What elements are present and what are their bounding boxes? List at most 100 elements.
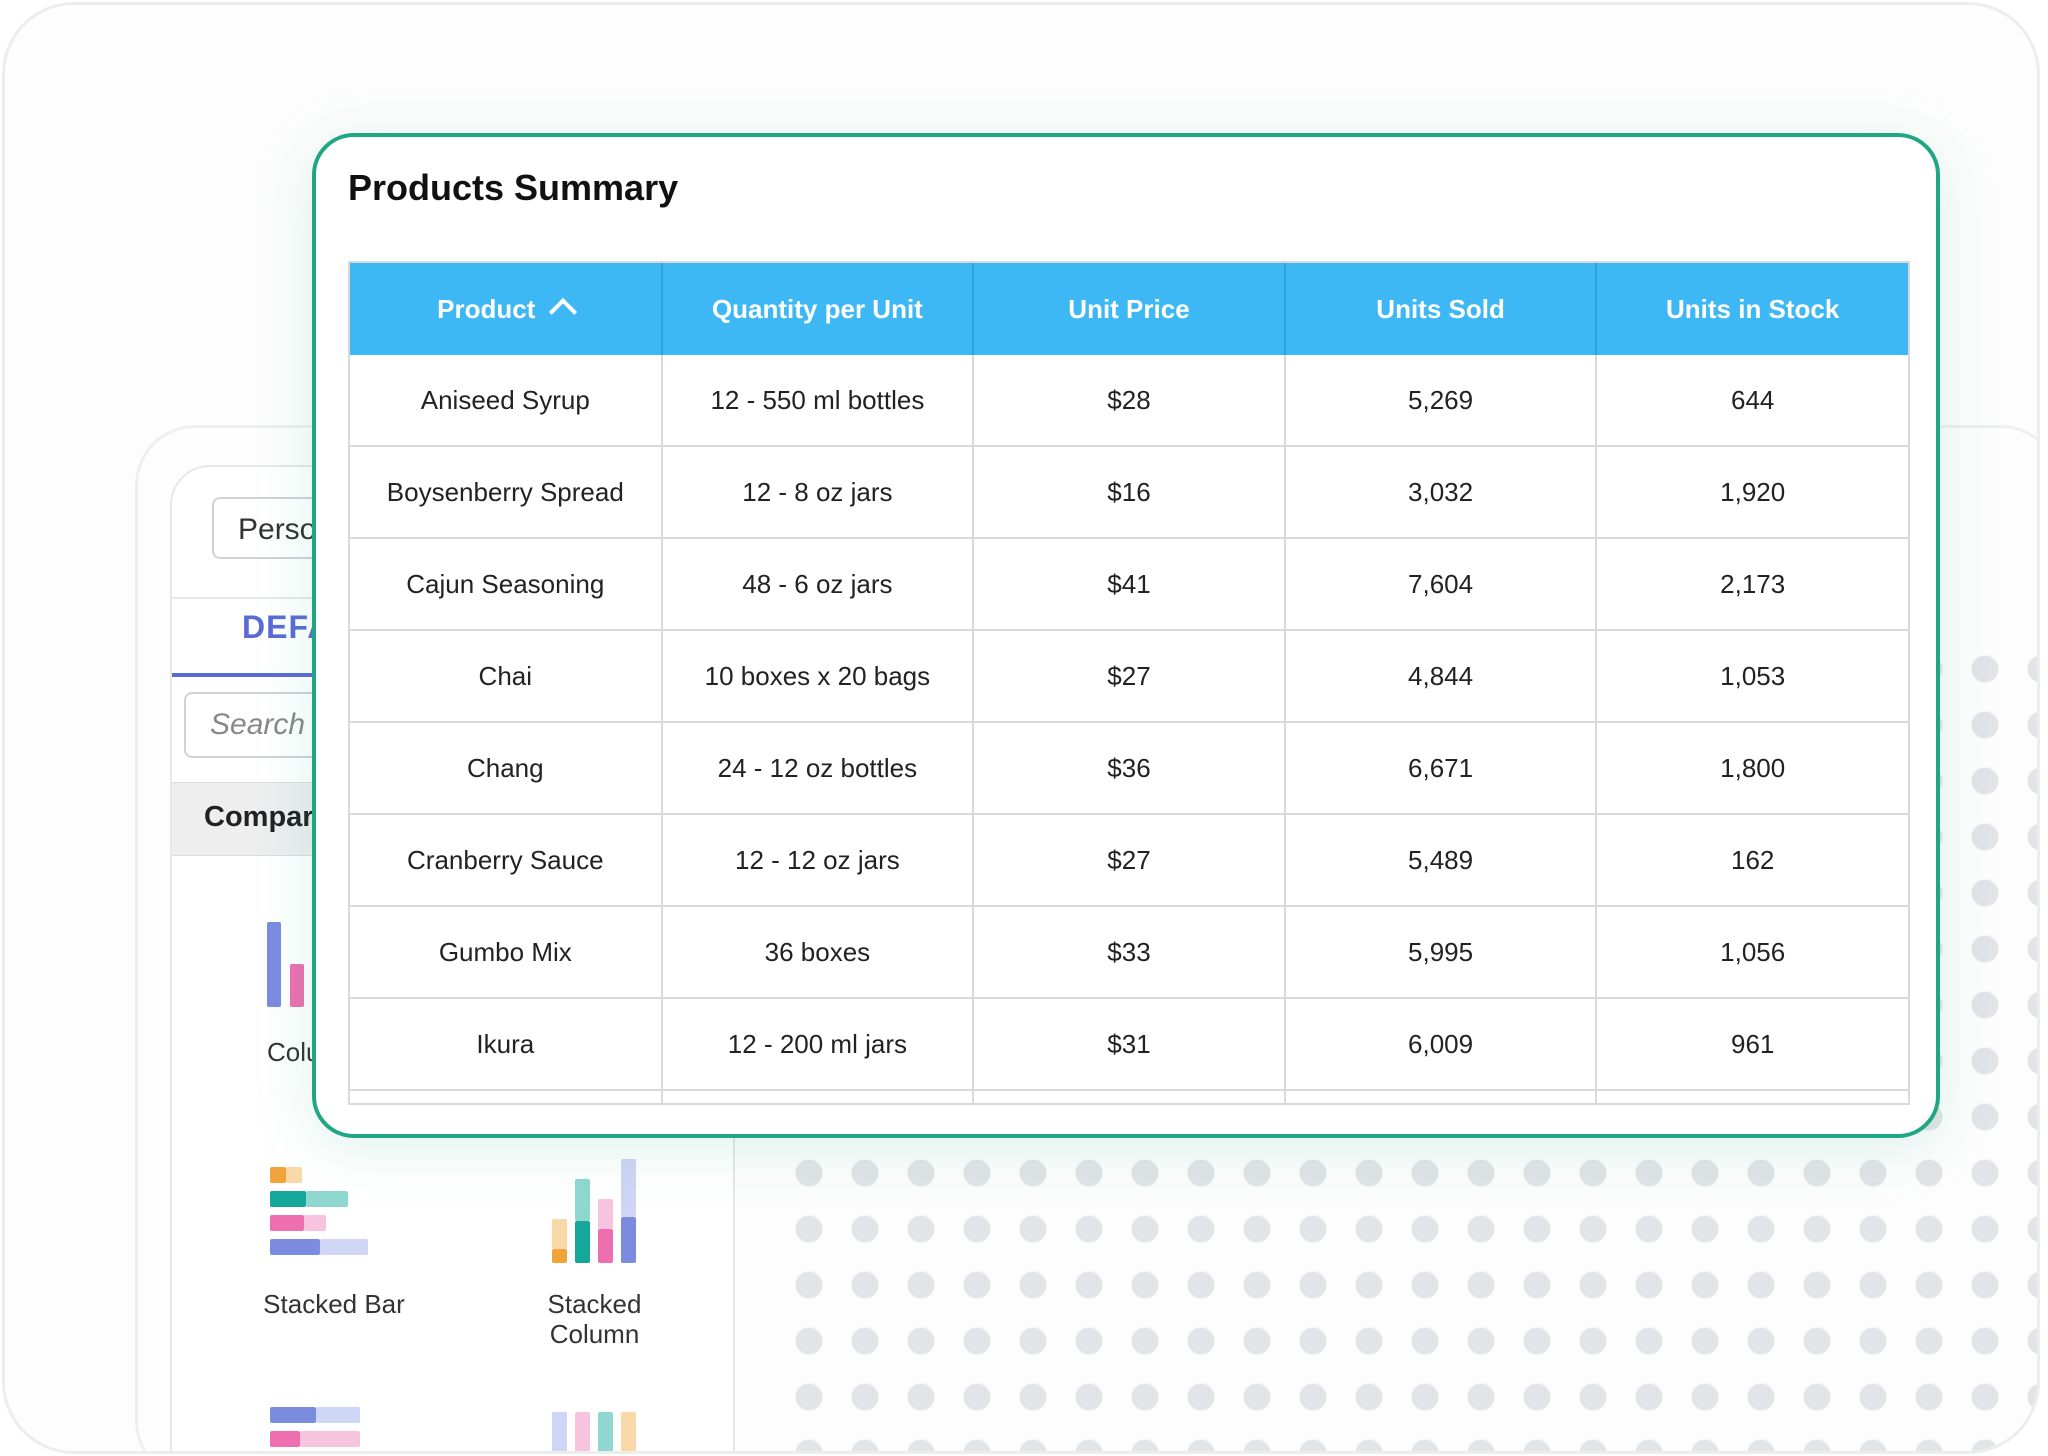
column-chart-icon-part — [621, 1412, 636, 1451]
table-row[interactable]: Chang 24 - 12 oz bottles $36 6,671 1,800 — [350, 722, 1908, 815]
table-cell — [973, 1090, 1286, 1103]
stacked-bar-icon-part — [270, 1215, 304, 1231]
column-header-product[interactable]: Product — [350, 263, 663, 355]
column-header-unit-price[interactable]: Unit Price — [973, 263, 1286, 355]
table-cell: $31 — [973, 998, 1286, 1091]
column-header-label: Unit Price — [1068, 293, 1190, 324]
table-row[interactable]: Gumbo Mix 36 boxes $33 5,995 1,056 — [350, 906, 1908, 999]
table-cell: 7,604 — [1284, 538, 1598, 631]
table-row[interactable]: Ikura 12 - 200 ml jars $31 6,009 961 — [350, 998, 1908, 1091]
column-header-label: Quantity per Unit — [711, 293, 923, 324]
table-cell — [350, 1090, 663, 1103]
table-cell: 10 boxes x 20 bags — [661, 630, 975, 723]
column-header-units-sold[interactable]: Units Sold — [1284, 263, 1598, 355]
column-header-quantity[interactable]: Quantity per Unit — [661, 263, 975, 355]
stacked-bar-icon — [270, 1167, 286, 1183]
table-cell: 2,173 — [1596, 538, 1908, 631]
table-cell: 6,671 — [1284, 722, 1598, 815]
table-cell: 644 — [1596, 355, 1908, 447]
table-cell: Chang — [350, 722, 663, 815]
table-cell: Ikura — [350, 998, 663, 1091]
table-cell: $36 — [973, 722, 1286, 815]
card-title: Products Summary — [348, 167, 679, 208]
chevron-up-icon — [549, 297, 578, 326]
table-cell: Aniseed Syrup — [350, 355, 663, 447]
stacked-column-icon — [552, 1219, 567, 1249]
stacked-column-icon-part — [598, 1199, 613, 1229]
bar-chart-icon-part — [270, 1431, 300, 1447]
table-cell: 12 - 200 ml jars — [661, 998, 975, 1091]
table-cell: 5,995 — [1284, 906, 1598, 999]
table-cell: 961 — [1596, 998, 1908, 1091]
table-row[interactable]: Cranberry Sauce 12 - 12 oz jars $27 5,489 16… — [350, 814, 1908, 907]
table-cell: Boysenberry Spread — [350, 446, 663, 539]
chart-option-label: Stacked Bar — [263, 1289, 405, 1319]
table-row[interactable]: Boysenberry Spread 12 - 8 oz jars $16 3,032… — [350, 446, 1908, 539]
table-cell: Chai — [350, 630, 663, 723]
table-row[interactable]: Aniseed Syrup 12 - 550 ml bottles $28 5,269… — [350, 355, 1908, 447]
stacked-bar-icon-part — [320, 1239, 368, 1255]
table-cell: 24 - 12 oz bottles — [661, 722, 975, 815]
column-header-units-in-stock[interactable]: Units in Stock — [1596, 263, 1908, 355]
table-cell: 1,053 — [1596, 630, 1908, 723]
stacked-column-icon-part — [621, 1159, 636, 1217]
stacked-bar-icon-part — [270, 1239, 320, 1255]
stacked-column-icon-part — [552, 1249, 567, 1263]
table-cell — [1596, 1090, 1908, 1103]
table-cell: 1,800 — [1596, 722, 1908, 815]
stacked-bar-icon-part — [270, 1191, 306, 1207]
table-cell: 12 - 12 oz jars — [661, 814, 975, 907]
table-header-row: Product Quantity per Unit Unit Price Uni… — [350, 263, 1908, 355]
table-cell: 3,032 — [1284, 446, 1598, 539]
stacked-column-icon-part — [598, 1229, 613, 1263]
section-title: Compari — [204, 801, 322, 833]
bar-chart-icon — [270, 1407, 316, 1423]
table-cell: Cajun Seasoning — [350, 538, 663, 631]
column-header-label: Units Sold — [1376, 293, 1505, 324]
table-cell: Cranberry Sauce — [350, 814, 663, 907]
table-cell: $28 — [973, 355, 1286, 447]
products-summary-card: Products Summary Product Quantity per Un… — [312, 133, 1940, 1138]
column-header-label: Units in Stock — [1666, 293, 1840, 324]
table-row[interactable]: Chai 10 boxes x 20 bags $27 4,844 1,053 — [350, 630, 1908, 723]
table-cell: 5,269 — [1284, 355, 1598, 447]
table-row-partial — [350, 1090, 1908, 1103]
table-cell: 162 — [1596, 814, 1908, 907]
products-table: Product Quantity per Unit Unit Price Uni… — [348, 261, 1910, 1105]
stacked-bar-icon-part — [286, 1167, 302, 1183]
table-cell — [661, 1090, 975, 1103]
table-cell: 48 - 6 oz jars — [661, 538, 975, 631]
table-cell: $27 — [973, 814, 1286, 907]
table-cell: 1,920 — [1596, 446, 1908, 539]
stacked-column-icon-part — [621, 1217, 636, 1263]
tab-underline — [172, 673, 332, 677]
column-chart-icon-part — [598, 1412, 613, 1451]
table-cell: 6,009 — [1284, 998, 1598, 1091]
table-cell: 4,844 — [1284, 630, 1598, 723]
table-cell: 1,056 — [1596, 906, 1908, 999]
table-cell: $33 — [973, 906, 1286, 999]
column-chart-icon-bar — [290, 964, 304, 1007]
table-cell: Gumbo Mix — [350, 906, 663, 999]
stacked-bar-icon-part — [306, 1191, 348, 1207]
chart-option-label: Stacked Column — [547, 1289, 642, 1349]
column-header-label: Product — [437, 293, 536, 324]
bar-chart-icon-part — [300, 1431, 360, 1447]
column-chart-icon — [267, 922, 281, 1007]
stacked-bar-icon-part — [304, 1215, 326, 1231]
table-cell: 12 - 8 oz jars — [661, 446, 975, 539]
table-cell: 5,489 — [1284, 814, 1598, 907]
column-chart-icon — [552, 1412, 567, 1451]
table-cell: 36 boxes — [661, 906, 975, 999]
stacked-column-icon-part — [575, 1179, 590, 1221]
column-chart-icon-part — [575, 1412, 590, 1451]
table-cell: $41 — [973, 538, 1286, 631]
table-cell: $16 — [973, 446, 1286, 539]
bar-chart-icon-part — [316, 1407, 360, 1423]
table-cell: 12 - 550 ml bottles — [661, 355, 975, 447]
stacked-column-icon-part — [575, 1221, 590, 1263]
table-row[interactable]: Cajun Seasoning 48 - 6 oz jars $41 7,604 2,1… — [350, 538, 1908, 631]
table-cell: $27 — [973, 630, 1286, 723]
chart-option-label: Colu — [267, 1037, 321, 1067]
